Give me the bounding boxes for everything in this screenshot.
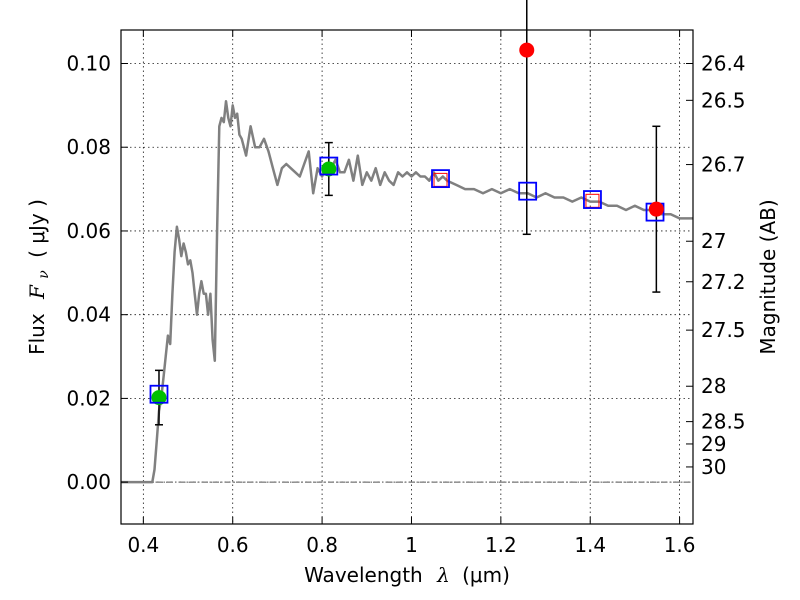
y-axis-label-symbol: F (25, 284, 49, 300)
x-tick-labels: 0.4 0.6 0.8 1 1.2 1.4 1.6 (127, 533, 695, 557)
x-tick-label: 1.4 (574, 533, 606, 557)
axis-ticks (121, 30, 693, 524)
y-tick-label: 0.04 (66, 303, 111, 327)
observed-point-green (321, 161, 337, 177)
model-spectrum-line (121, 99, 693, 484)
y-axis-label: Flux F ν ( μJy ) (25, 199, 53, 355)
model-photometry-point (583, 190, 602, 209)
model-photometry-point (149, 384, 169, 404)
x-axis-label-symbol: λ (436, 563, 450, 587)
y2-tick-label: 28 (701, 374, 726, 398)
x-tick-label: 1.2 (485, 533, 517, 557)
observed-point-red (519, 42, 535, 58)
y-tick-label: 0.00 (66, 470, 111, 494)
x-axis-label-text: Wavelength (304, 563, 423, 587)
y2-tick-label: 30 (701, 455, 726, 479)
y2-tick-label: 26.5 (701, 88, 746, 112)
x-tick-label: 0.6 (217, 533, 249, 557)
y2-tick-label: 26.7 (701, 153, 746, 177)
y2-tick-label: 27.5 (701, 318, 746, 342)
y-axis-label-text: Flux (25, 313, 49, 355)
y2-tick-label: 28.5 (701, 410, 746, 434)
observed-point-red (648, 201, 664, 217)
x-axis-label-unit: (μm) (462, 563, 510, 587)
model-photometry-point (431, 169, 450, 189)
y-tick-label: 0.06 (66, 219, 111, 243)
y-tick-labels: 0.00 0.02 0.04 0.06 0.08 0.10 (66, 51, 111, 494)
x-tick-label: 0.8 (306, 533, 338, 557)
y2-tick-label: 27 (701, 229, 726, 253)
model-photometry-point (518, 181, 538, 201)
y2-tick-label: 27.2 (701, 270, 746, 294)
model-spectrum (121, 99, 693, 484)
x-axis-label: Wavelength λ (μm) (304, 563, 510, 587)
x-tick-label: 0.4 (127, 533, 159, 557)
y-tick-label: 0.08 (66, 135, 111, 159)
model-photometry-point (319, 156, 339, 176)
y2-tick-label: 29 (701, 432, 726, 456)
grid (121, 30, 693, 524)
y-axis-label-unit: ( μJy ) (25, 199, 49, 258)
y-tick-label: 0.10 (66, 51, 111, 75)
x-tick-label: 1 (405, 533, 418, 557)
y-axis-label-subscript: ν (36, 270, 52, 279)
plot-frame (120, 29, 694, 525)
y2-axis-label: Magnitude (AB) (756, 199, 780, 354)
photometry-markers (149, 42, 665, 406)
y2-tick-label: 26.4 (701, 51, 746, 75)
x-tick-label: 1.6 (664, 533, 696, 557)
y-tick-label: 0.02 (66, 386, 111, 410)
observed-point-green (151, 390, 167, 406)
